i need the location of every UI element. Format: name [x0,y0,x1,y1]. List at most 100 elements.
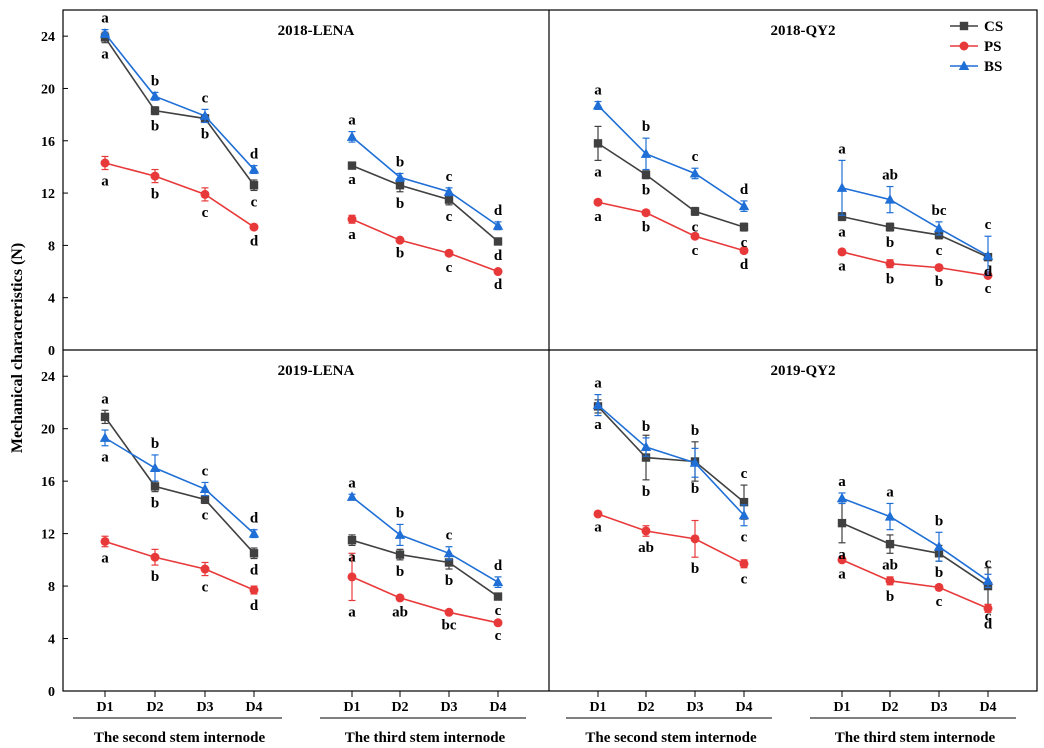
y-tick-label: 8 [48,580,55,595]
y-axis-label: Mechanical characreristics (N) [9,243,26,453]
significance-letter: b [935,565,943,581]
x-tick-label: D3 [686,700,703,715]
point-marker-triangle [492,220,504,230]
point-marker-triangle [394,171,406,182]
point-marker-triangle [738,200,750,211]
x-tick-label: D1 [589,700,606,715]
series-line-ps [841,559,989,610]
significance-letter: b [642,183,650,199]
significance-letter: c [692,243,699,259]
point-marker-triangle [836,182,848,192]
significance-letter: a [838,225,846,241]
y-tick-label: 12 [41,187,55,202]
significance-letter: b [886,235,894,251]
point-marker-circle [739,559,749,569]
point-marker-triangle [199,110,211,120]
group-label: The third stem internode [835,730,996,746]
significance-letter: bc [932,203,947,219]
x-tick-label: D4 [979,700,996,715]
significance-letter: d [250,511,259,527]
significance-letter: b [935,274,943,290]
series-line-bs [841,497,989,582]
significance-letter: a [101,450,109,466]
panel-title: 2018-QY2 [771,23,836,39]
significance-letter: c [202,205,209,221]
y-tick-label: 12 [41,528,55,543]
point-marker-circle [444,248,454,258]
x-tick-label: D4 [245,700,262,715]
point-marker-circle [739,246,749,256]
point-marker-triangle [394,529,406,539]
significance-letter: d [250,147,259,163]
point-marker-triangle [443,186,455,196]
significance-letter: a [838,474,846,490]
group-label: The third stem internode [345,730,506,746]
significance-letter: c [446,260,453,276]
y-tick-label: 0 [48,344,55,359]
series-line-cs [104,416,255,554]
significance-letter: a [594,376,602,392]
significance-letter: b [642,419,650,435]
series-line-cs [104,37,255,186]
series-line-ps [597,513,745,565]
significance-letter: d [740,182,749,198]
significance-letter: a [886,484,894,500]
significance-letter: ab [882,168,898,184]
point-marker-square [885,539,895,549]
point-marker-square [837,212,847,221]
significance-letter: c [985,608,992,624]
point-marker-triangle [836,492,848,503]
point-marker-circle [200,564,210,574]
significance-letter: a [101,551,109,567]
significance-letter: b [642,119,650,135]
series-line-cs [597,405,745,503]
significance-letter: b [886,272,894,288]
y-tick-label: 4 [48,633,55,648]
point-marker-triangle [492,576,504,587]
x-tick-label: D2 [881,700,898,715]
point-marker-square [885,222,895,232]
x-tick-label: D1 [833,700,850,715]
point-marker-circle [885,259,895,269]
point-marker-triangle [592,99,604,110]
series-line-ps [351,218,499,273]
panel-title: 2019-LENA [278,363,355,379]
x-tick-label: D3 [440,700,457,715]
significance-letter: c [741,466,748,482]
point-marker-square [444,195,454,204]
point-marker-triangle [933,541,945,551]
y-tick-label: 16 [41,475,55,490]
point-marker-triangle [982,575,994,585]
point-marker-circle [200,189,210,199]
significance-letter: b [396,245,404,261]
significance-letter: c [446,209,453,225]
significance-letter: d [984,264,993,280]
significance-letter: b [151,187,159,203]
point-marker-circle [493,618,503,628]
point-marker-triangle [884,511,896,521]
point-marker-circle [100,536,110,546]
group-label: The second stem internode [585,730,757,746]
point-marker-square [641,170,651,179]
point-marker-square [100,412,110,422]
series-line-ps [104,540,255,591]
significance-letter: b [642,484,650,500]
series-line-bs [104,437,255,535]
significance-letter: d [250,234,259,250]
legend-label: CS [984,19,1003,35]
significance-letter: b [396,196,404,212]
significance-letter: a [101,11,109,27]
point-marker-square [739,222,749,232]
series-line-bs [597,404,745,516]
legend-label: PS [984,39,1002,55]
point-marker-triangle [689,167,701,178]
point-marker-square [395,550,405,559]
point-marker-circle [150,171,160,181]
point-marker-triangle [248,164,260,174]
significance-letter: a [348,549,356,565]
significance-letter: b [691,481,699,497]
significance-letter: b [445,573,453,589]
y-tick-label: 8 [48,239,55,254]
significance-letter: c [495,603,502,619]
point-marker-triangle [689,457,701,467]
